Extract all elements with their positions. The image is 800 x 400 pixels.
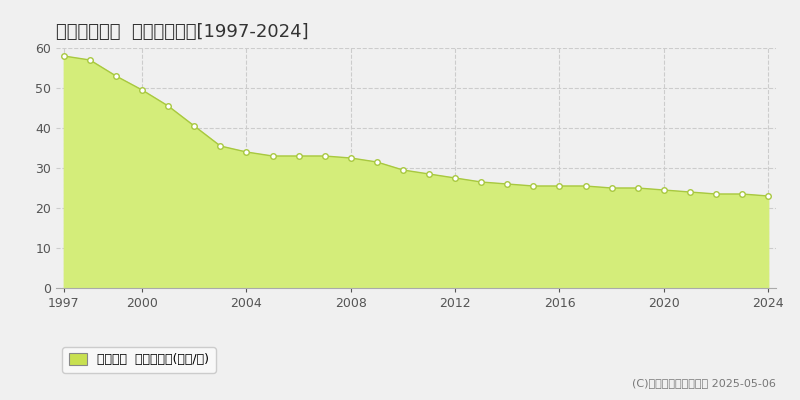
Legend: 基準地価  平均坊単価(万円/坊): 基準地価 平均坊単価(万円/坊) xyxy=(62,347,215,372)
Text: 羽曳野市郡戸  基準地価推移[1997-2024]: 羽曳野市郡戸 基準地価推移[1997-2024] xyxy=(56,23,309,41)
Text: (C)土地価格ドットコム 2025-05-06: (C)土地価格ドットコム 2025-05-06 xyxy=(632,378,776,388)
